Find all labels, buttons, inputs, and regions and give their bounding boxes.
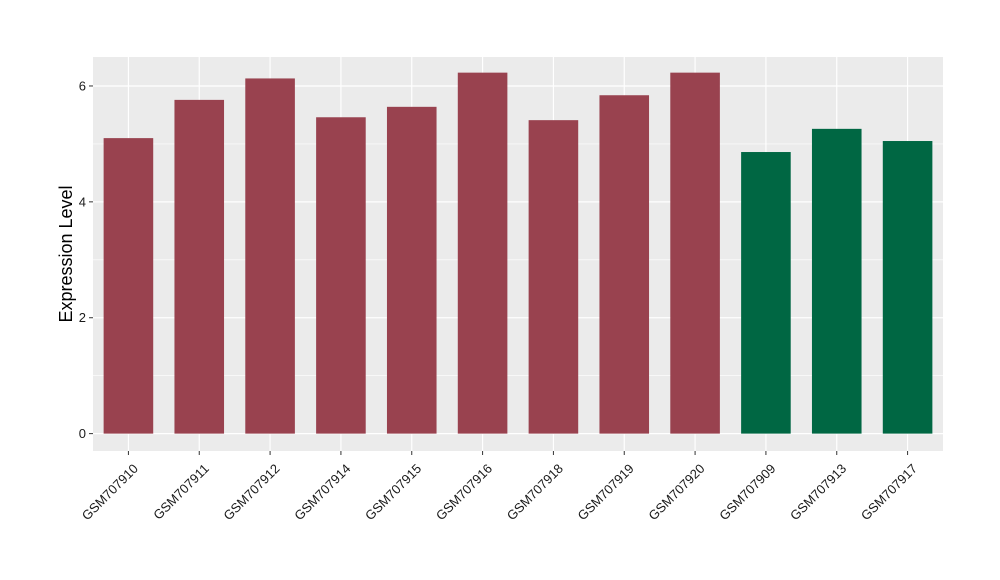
bar-GSM707919 xyxy=(599,95,650,434)
x-tick-label: GSM707919 xyxy=(575,461,637,523)
x-tick-label: GSM707915 xyxy=(362,461,424,523)
bar-GSM707914 xyxy=(316,117,366,434)
bar-GSM707915 xyxy=(386,106,437,434)
y-tick-label: 6 xyxy=(79,78,86,93)
x-axis: GSM707910 GSM707911 GSM707912 GSM707914 GSM7… xyxy=(79,451,920,523)
x-tick-label: GSM707912 xyxy=(220,461,282,523)
y-axis-title: Expression Level xyxy=(56,185,76,322)
x-tick-label: GSM707911 xyxy=(150,461,212,523)
y-tick-label: 4 xyxy=(79,194,86,209)
y-tick-label: 0 xyxy=(79,426,86,441)
x-tick-label: GSM707920 xyxy=(645,461,707,523)
bar-GSM707920 xyxy=(670,72,720,434)
bar-GSM707917 xyxy=(882,141,933,434)
bar-GSM707909 xyxy=(741,152,791,434)
bar-GSM707911 xyxy=(174,99,225,434)
bar-GSM707918 xyxy=(528,120,579,434)
bar-GSM707913 xyxy=(811,128,862,434)
x-tick-label: GSM707914 xyxy=(291,461,353,523)
x-tick-label: GSM707916 xyxy=(433,461,495,523)
plot-panel xyxy=(93,57,943,451)
bar-GSM707912 xyxy=(245,78,295,434)
bar-GSM707916 xyxy=(457,72,508,434)
x-tick-label: GSM707910 xyxy=(79,461,141,523)
bars xyxy=(103,72,933,434)
y-tick-label: 2 xyxy=(79,310,86,325)
x-tick-label: GSM707918 xyxy=(504,461,566,523)
x-tick-label: GSM707917 xyxy=(858,461,920,523)
y-axis: 0 2 4 6 xyxy=(79,78,93,441)
bar-GSM707910 xyxy=(103,138,154,434)
x-tick-label: GSM707909 xyxy=(716,461,778,523)
x-tick-label: GSM707913 xyxy=(787,461,849,523)
